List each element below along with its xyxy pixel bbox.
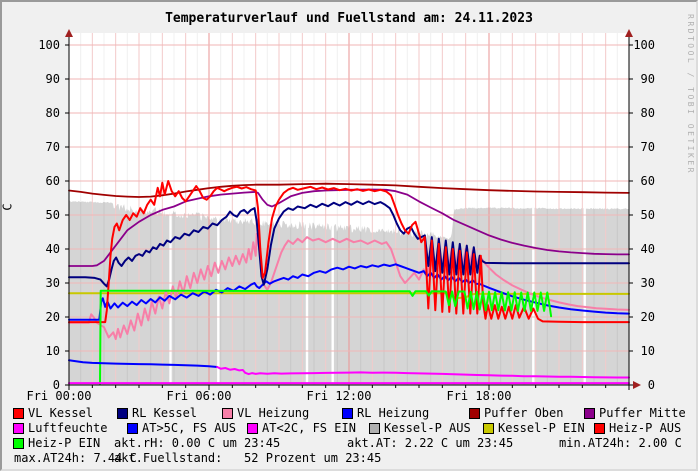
legend-label: Kessel-P AUS — [384, 421, 471, 435]
rrdtool-watermark: RRDTOOL / TOBI OETIKER — [686, 14, 695, 175]
svg-text:20: 20 — [46, 310, 60, 324]
legend-item: Puffer Oben — [469, 407, 563, 420]
svg-text:60: 60 — [641, 174, 655, 188]
legend-label: min.AT24h: 2.00 C — [559, 436, 682, 450]
svg-text:50: 50 — [641, 208, 655, 222]
series-vl-heizung — [68, 232, 630, 341]
legend-stat-text: min.AT24h: 2.00 C — [559, 437, 682, 450]
svg-text:0: 0 — [53, 378, 60, 392]
legend-swatch — [594, 423, 605, 434]
series-vl-kessel — [68, 180, 630, 324]
legend-label: akt.AT: 2.22 C um 23:45 — [347, 436, 514, 450]
legend-swatch — [13, 408, 24, 419]
legend-label: AT>5C, FS AUS — [142, 421, 236, 435]
svg-text:Fri 00:00: Fri 00:00 — [26, 389, 91, 403]
legend-label: RL Kessel — [132, 406, 198, 420]
legend-item: Kessel-P EIN — [483, 422, 585, 435]
legend-item: Kessel-P AUS — [369, 422, 471, 435]
svg-text:0: 0 — [648, 378, 655, 392]
series-at-2c-fs-ein — [216, 366, 630, 379]
series-puffer-oben — [68, 182, 630, 198]
svg-text:80: 80 — [641, 106, 655, 120]
legend-stat-text: akt.AT: 2.22 C um 23:45 — [347, 437, 513, 450]
svg-text:100: 100 — [38, 38, 60, 52]
legend-item: Heiz-P EIN — [13, 437, 100, 450]
axis-tick-labels: 0 0 10 10 20 20 30 30 40 40 50 50 60 60 70 70 80 80 90 90 10… — [26, 38, 655, 403]
legend-stat-text: akt.Fuellstand: 52 Prozent um 23:45 — [114, 452, 381, 465]
legend-label: Puffer Oben — [484, 406, 564, 420]
legend-item: AT<2C, FS EIN — [247, 422, 356, 435]
legend-swatch — [117, 408, 128, 419]
legend-item: Luftfeuchte — [13, 422, 107, 435]
legend-label: Heiz-P EIN — [28, 436, 101, 450]
svg-text:70: 70 — [46, 140, 60, 154]
svg-text:Fri 06:00: Fri 06:00 — [166, 389, 231, 403]
legend-swatch — [584, 408, 595, 419]
y-axis-unit-label: C — [0, 203, 15, 211]
axes — [65, 29, 641, 390]
legend-label: Heiz-P AUS — [609, 421, 682, 435]
legend-swatch — [13, 423, 24, 434]
legend-swatch — [483, 423, 494, 434]
legend-stat-text: max.AT24h: 7.44 C — [14, 452, 137, 465]
legend-label: Luftfeuchte — [28, 421, 108, 435]
svg-text:60: 60 — [46, 174, 60, 188]
legend-stat-text: akt.rH: 0.00 C um 23:45 — [114, 437, 280, 450]
svg-text:30: 30 — [641, 276, 655, 290]
svg-text:50: 50 — [46, 208, 60, 222]
svg-text:10: 10 — [46, 344, 60, 358]
legend-label: VL Heizung — [237, 406, 310, 420]
svg-text:100: 100 — [633, 38, 655, 52]
legend-swatch — [342, 408, 353, 419]
series-heiz-p-ein — [99, 289, 553, 385]
svg-text:20: 20 — [641, 310, 655, 324]
legend-swatch — [469, 408, 480, 419]
svg-text:90: 90 — [46, 72, 60, 86]
legend-swatch — [13, 438, 24, 449]
legend-swatch — [247, 423, 258, 434]
svg-text:40: 40 — [641, 242, 655, 256]
legend-item: AT>5C, FS AUS — [127, 422, 236, 435]
gridlines — [69, 33, 629, 385]
svg-text:90: 90 — [641, 72, 655, 86]
legend-label: max.AT24h: 7.44 C — [14, 451, 137, 465]
legend-swatch — [127, 423, 138, 434]
legend-item: Heiz-P AUS — [594, 422, 681, 435]
svg-text:40: 40 — [46, 242, 60, 256]
legend-label: akt.Fuellstand: 52 Prozent um 23:45 — [114, 451, 382, 465]
svg-text:Fri 18:00: Fri 18:00 — [446, 389, 511, 403]
svg-text:70: 70 — [641, 140, 655, 154]
legend-label: Puffer Mitte — [599, 406, 686, 420]
area-gap-stripes — [169, 34, 586, 384]
legend-label: RL Heizung — [357, 406, 430, 420]
svg-text:10: 10 — [641, 344, 655, 358]
legend-item: Puffer Mitte — [584, 407, 686, 420]
legend-label: akt.rH: 0.00 C um 23:45 — [114, 436, 281, 450]
series-at-5c-fs-aus — [68, 359, 219, 368]
legend-item: RL Kessel — [117, 407, 197, 420]
legend-item: VL Heizung — [222, 407, 309, 420]
svg-text:80: 80 — [46, 106, 60, 120]
svg-text:30: 30 — [46, 276, 60, 290]
legend-item: RL Heizung — [342, 407, 429, 420]
series-puffer-mitte — [68, 188, 630, 267]
svg-text:Fri 12:00: Fri 12:00 — [306, 389, 371, 403]
legend-label: Kessel-P EIN — [498, 421, 585, 435]
legend-swatch — [369, 423, 380, 434]
legend-label: AT<2C, FS EIN — [262, 421, 356, 435]
legend-swatch — [222, 408, 233, 419]
chart-title: Temperaturverlauf und Fuellstand am: 24.… — [165, 11, 533, 26]
legend-item: VL Kessel — [13, 407, 93, 420]
legend-label: VL Kessel — [28, 406, 94, 420]
